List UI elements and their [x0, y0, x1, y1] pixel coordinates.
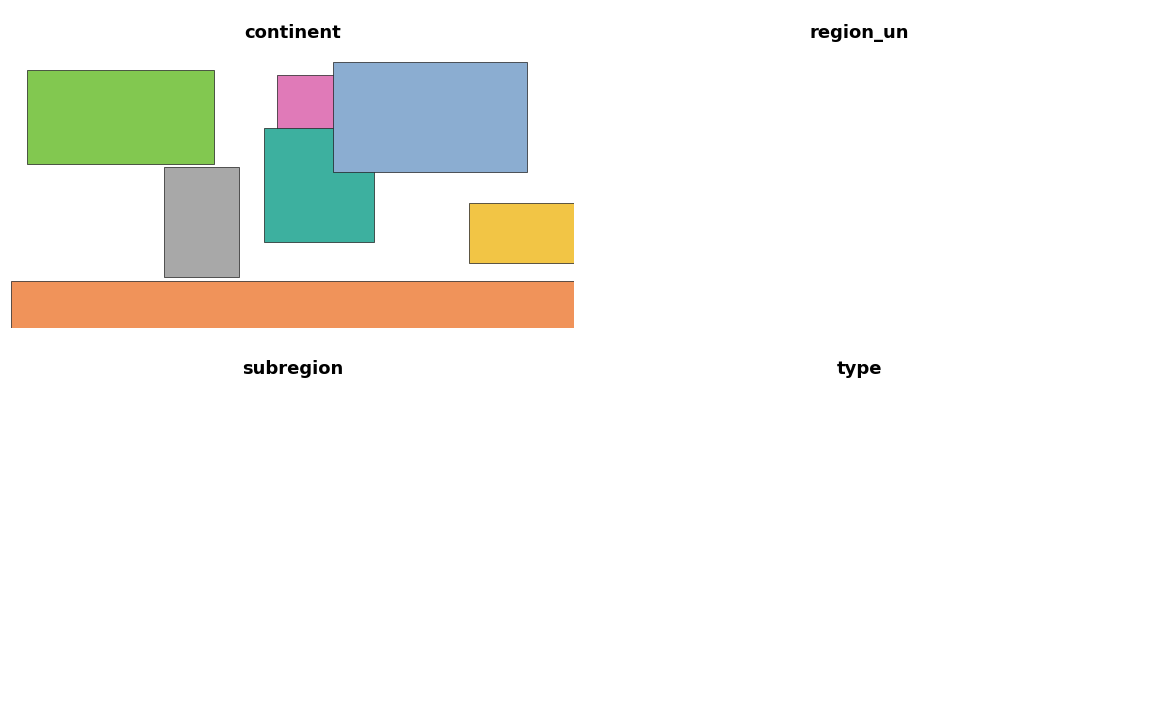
Bar	[26, 70, 214, 164]
Bar	[469, 203, 574, 262]
Title: type: type	[836, 360, 882, 378]
Bar	[264, 128, 373, 242]
Bar	[333, 63, 526, 172]
Title: region_un: region_un	[810, 24, 909, 43]
Bar	[276, 75, 355, 133]
Bar	[165, 167, 240, 277]
Bar	[12, 282, 574, 328]
Title: subregion: subregion	[242, 360, 343, 378]
Title: continent: continent	[244, 24, 341, 43]
